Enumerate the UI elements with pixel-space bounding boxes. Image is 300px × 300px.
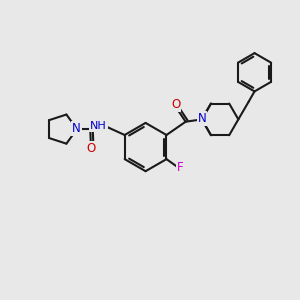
Text: N: N [72, 122, 81, 135]
Text: O: O [86, 142, 95, 155]
Text: F: F [177, 161, 184, 175]
Text: NH: NH [90, 122, 107, 131]
Text: N: N [197, 112, 206, 125]
Text: O: O [171, 98, 180, 111]
